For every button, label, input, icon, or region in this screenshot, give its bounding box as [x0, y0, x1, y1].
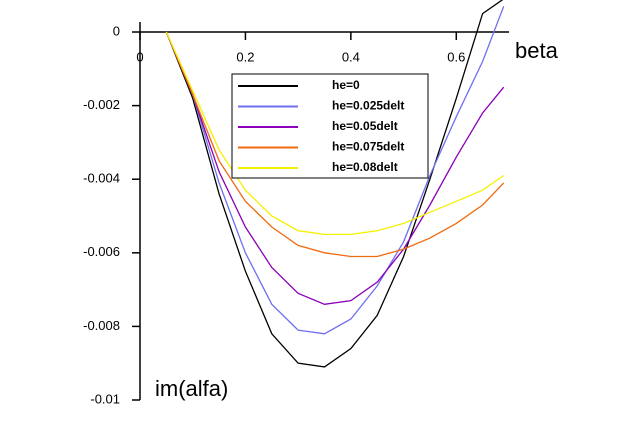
x-tick-label: 0.2: [236, 49, 254, 64]
y-tick-label: -0.002: [83, 97, 120, 112]
series-line: [165, 31, 505, 258]
legend-label: he=0: [332, 78, 360, 92]
y-tick-label: 0: [113, 23, 120, 38]
x-axis-label: beta: [515, 38, 559, 63]
legend-label: he=0.075delt: [332, 140, 404, 154]
legend-label: he=0.08delt: [332, 160, 398, 174]
series-line: [165, 31, 505, 305]
series-line: [165, 0, 504, 368]
series-line: [165, 31, 505, 236]
legend-label: he=0.05delt: [332, 119, 398, 133]
x-tick-label: 0: [136, 49, 143, 64]
legend-label: he=0.025delt: [332, 99, 404, 113]
series-line: [165, 6, 505, 335]
x-tick-label: 0.6: [447, 49, 465, 64]
x-tick-label: 0.4: [342, 49, 360, 64]
y-axis-label: im(alfa): [155, 376, 228, 401]
y-tick-label: -0.01: [90, 391, 120, 406]
y-tick-label: -0.006: [83, 244, 120, 259]
y-tick-label: -0.008: [83, 318, 120, 333]
y-tick-label: -0.004: [83, 171, 120, 186]
